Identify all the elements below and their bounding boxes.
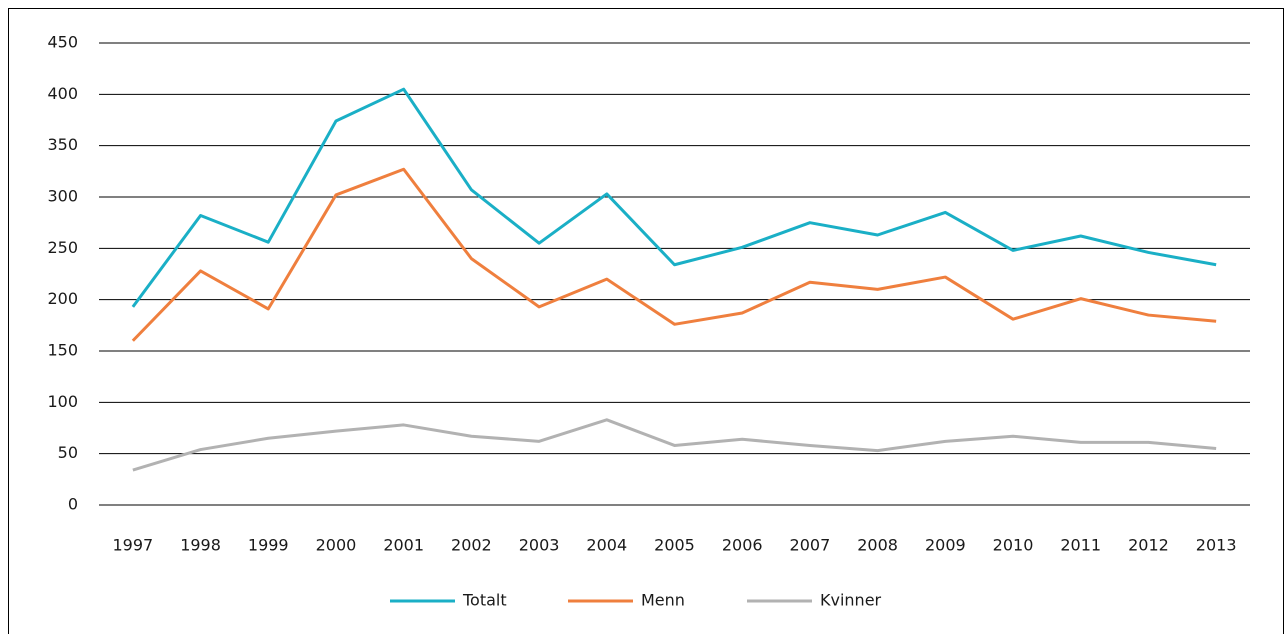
- y-tick-label: 350: [47, 135, 78, 154]
- y-tick-label: 450: [47, 33, 78, 52]
- y-tick-label: 150: [47, 341, 78, 360]
- x-tick-label: 2012: [1128, 536, 1169, 555]
- x-tick-label: 2003: [519, 536, 560, 555]
- y-tick-label: 50: [58, 443, 78, 462]
- x-tick-label: 2013: [1196, 536, 1237, 555]
- x-tick-label: 1998: [180, 536, 221, 555]
- y-tick-label: 400: [47, 84, 78, 103]
- series-line: [132, 418, 1217, 472]
- x-tick-label: 2011: [1060, 536, 1101, 555]
- legend-label: Kvinner: [820, 591, 882, 610]
- x-tick-label: 2009: [925, 536, 966, 555]
- x-tick-label: 2002: [451, 536, 492, 555]
- x-tick-label: 2001: [383, 536, 424, 555]
- x-tick-label: 2010: [993, 536, 1034, 555]
- x-tick-label: 2005: [654, 536, 695, 555]
- x-tick-label: 2004: [586, 536, 627, 555]
- legend-label: Menn: [641, 591, 685, 610]
- x-tick-label: 1999: [248, 536, 289, 555]
- legend-label: Totalt: [462, 591, 507, 610]
- series-line: [131, 167, 1217, 342]
- y-tick-label: 100: [47, 392, 78, 411]
- x-tick-label: 2007: [790, 536, 831, 555]
- x-tick-label: 2000: [316, 536, 357, 555]
- y-tick-label: 0: [68, 495, 78, 514]
- y-tick-label: 250: [47, 238, 78, 257]
- x-tick-label: 2006: [722, 536, 763, 555]
- y-tick-label: 300: [47, 187, 78, 206]
- x-tick-label: 1997: [112, 536, 153, 555]
- y-tick-label: 200: [47, 289, 78, 308]
- series-line: [131, 87, 1217, 308]
- x-tick-label: 2008: [857, 536, 898, 555]
